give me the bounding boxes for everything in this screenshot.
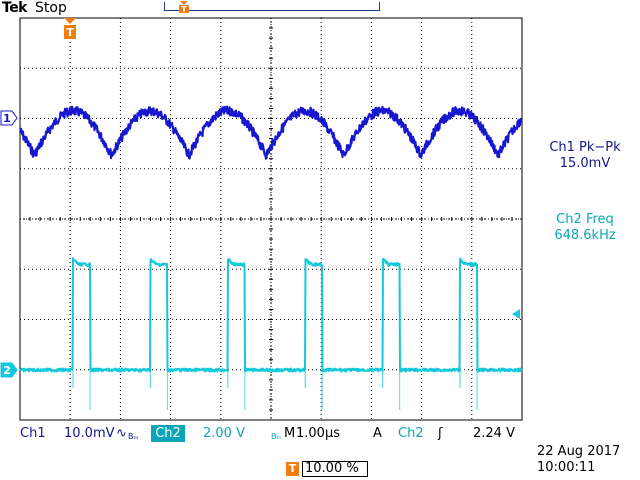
- trigger-time-marker: [64, 25, 76, 39]
- status-bar: Ch1 10.0mV ∿ Bₘ Ch2 2.00 V Bₘ M 1.00µs A…: [18, 425, 524, 442]
- trigger-level-arrow: [512, 309, 520, 319]
- date: 22 Aug 2017: [537, 444, 621, 459]
- trigger-icon: T: [286, 462, 299, 476]
- acquisition-status: Stop: [35, 0, 67, 16]
- trigger-position-value: 10.00 %: [302, 461, 368, 477]
- ch2-measurement-label: Ch2 Freq: [556, 212, 614, 227]
- ch2-ground-marker: [0, 362, 18, 378]
- ch1-waveform: [18, 105, 523, 160]
- brand-logo: Tek: [2, 0, 28, 16]
- ch1-bandwidth-icon: Bₘ: [128, 432, 139, 441]
- ch1-measurement-label: Ch1 Pk−Pk: [549, 140, 621, 155]
- trigger-time-arrow: [64, 18, 76, 24]
- timebase-label: M: [284, 426, 296, 441]
- ch1-scale: 10.0mV: [64, 426, 115, 441]
- svg-text:T: T: [181, 5, 187, 13]
- ch1-measurement: Ch1 Pk−Pk 15.0mV: [532, 140, 638, 172]
- trigger-position-bar[interactable]: T: [164, 1, 380, 13]
- record-window-indicator: [164, 2, 380, 11]
- ch1-ground-marker: [0, 110, 18, 126]
- ch2-bandwidth-icon: Bₘ: [271, 432, 282, 441]
- time: 10:00:11: [537, 460, 596, 475]
- ch2-measurement-value: 648.6kHz: [554, 228, 616, 243]
- ch1-measurement-value: 15.0mV: [559, 156, 611, 171]
- ch2-scale: 2.00 V: [203, 426, 245, 441]
- trigger-time-marker-label: T: [66, 26, 74, 39]
- date-time: 22 Aug 2017 10:00:11: [537, 444, 620, 476]
- ch1-label[interactable]: Ch1: [20, 426, 46, 441]
- acquire-label: A: [373, 426, 382, 441]
- ch2-waveform: [19, 257, 523, 373]
- trigger-level[interactable]: 2.24 V: [473, 426, 515, 441]
- ch2-label[interactable]: Ch2: [151, 425, 185, 442]
- ac-coupling-icon: ∿: [116, 426, 127, 441]
- ch2-measurement: Ch2 Freq 648.6kHz: [532, 212, 638, 244]
- ch2-ground-marker-label: 2: [3, 364, 11, 377]
- trigger-position-icon: T: [179, 1, 189, 13]
- trigger-source[interactable]: Ch2: [398, 426, 424, 441]
- ch1-ground-marker-label: 1: [3, 112, 11, 125]
- rising-edge-icon: ʃ: [438, 426, 443, 441]
- timebase-value[interactable]: 1.00µs: [296, 426, 340, 441]
